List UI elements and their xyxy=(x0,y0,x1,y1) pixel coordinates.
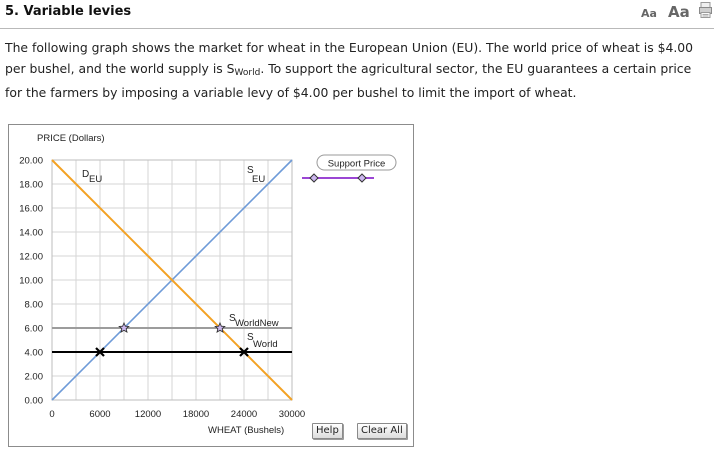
y-tick-label: 14.00 xyxy=(19,228,43,239)
intersection-star-marker[interactable] xyxy=(118,321,130,333)
graph-panel: PRICE (Dollars) 0.00 2.00 4.00 6.00 8.00 10.0… xyxy=(8,124,414,447)
y-tick-label: 18.00 xyxy=(19,180,43,191)
x-marker-stroke xyxy=(239,347,249,357)
y-tick-label: 2.00 xyxy=(25,372,44,383)
question-title: 5. Variable levies xyxy=(5,4,132,19)
intro-text-part1: The following graph shows the market for… xyxy=(5,40,694,76)
support-price-legend-label: Support Price xyxy=(328,159,386,170)
s-world-label-main: S xyxy=(247,332,254,343)
y-tick-label: 12.00 xyxy=(19,252,43,263)
intersection-x-marker[interactable] xyxy=(239,347,249,357)
intro-text-part2: . To support the agricultural sector, th… xyxy=(5,60,692,101)
intersection-star-marker[interactable] xyxy=(214,321,226,333)
s-world-label-sub: World xyxy=(253,339,278,350)
support-price-legend-marker[interactable] xyxy=(309,173,319,183)
text-size-large-button[interactable]: Aa xyxy=(668,3,690,21)
d-eu-label-sub: EU xyxy=(89,174,102,185)
s-eu-label-sub: EU xyxy=(252,174,265,185)
x-tick-label: 24000 xyxy=(231,409,257,420)
x-tick-label: 18000 xyxy=(183,409,209,420)
d-eu-label-main: D xyxy=(82,169,89,180)
y-tick-label: 16.00 xyxy=(19,204,43,215)
help-button[interactable]: Help xyxy=(312,423,343,439)
print-icon[interactable] xyxy=(699,2,712,18)
question-header: 5. Variable levies Aa Aa xyxy=(0,0,714,29)
support-price-legend-marker[interactable] xyxy=(357,173,367,183)
demand-curve-eu[interactable] xyxy=(51,159,293,401)
y-tick-label: 8.00 xyxy=(25,300,44,311)
curve-label-d-eu: D EU xyxy=(82,169,102,185)
intersection-x-marker[interactable] xyxy=(95,347,105,357)
text-size-small-button[interactable]: Aa xyxy=(641,7,657,20)
x-axis-label: WHEAT (Bushels) xyxy=(208,425,284,436)
market-graph[interactable]: PRICE (Dollars) 0.00 2.00 4.00 6.00 8.00 10.0… xyxy=(9,125,413,446)
support-price-legend[interactable]: Support Price xyxy=(302,154,397,183)
curve-label-s-world-new: S WorldNew xyxy=(229,313,279,329)
s-world-new-label-main: S xyxy=(229,313,236,324)
x-tick-label: 12000 xyxy=(135,409,161,420)
curve-label-s-eu: S EU xyxy=(247,165,265,185)
y-tick-label: 10.00 xyxy=(19,276,43,287)
y-tick-label: 6.00 xyxy=(25,324,44,335)
y-tick-label: 0.00 xyxy=(25,396,44,407)
curve-label-s-world: S World xyxy=(247,332,278,350)
x-tick-label: 6000 xyxy=(89,409,110,420)
question-intro: The following graph shows the market for… xyxy=(5,38,705,104)
x-marker-stroke xyxy=(95,347,105,357)
y-tick-label: 20.00 xyxy=(19,156,43,167)
s-world-new-label-sub: WorldNew xyxy=(235,318,279,329)
support-price-legend-pill[interactable] xyxy=(316,154,397,171)
y-axis-label: PRICE (Dollars) xyxy=(37,133,105,144)
plot-area xyxy=(51,159,293,401)
s-eu-label-main: S xyxy=(247,165,254,176)
x-tick-label: 0 xyxy=(49,409,54,420)
intro-world-subscript: World xyxy=(234,67,261,78)
x-tick-label: 30000 xyxy=(279,409,305,420)
clear-all-button[interactable]: Clear All xyxy=(357,423,407,439)
y-tick-label: 4.00 xyxy=(25,348,44,359)
